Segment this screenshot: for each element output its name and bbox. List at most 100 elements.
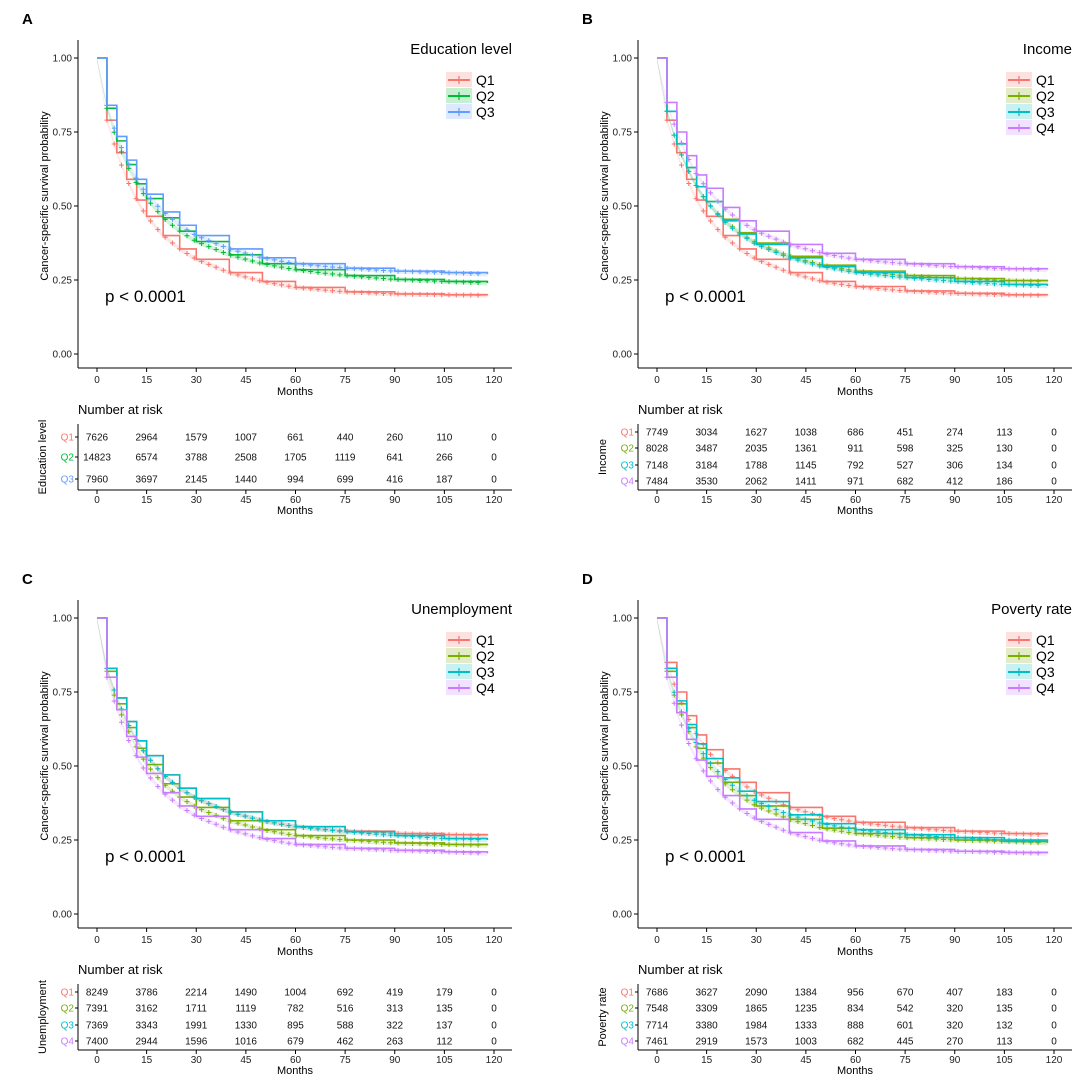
y-tick-label: 1.00 — [53, 614, 73, 625]
risk-count: 971 — [847, 477, 864, 488]
risk-count: 0 — [491, 988, 497, 999]
x-tick-label: 120 — [486, 935, 503, 946]
risk-y-axis-title: Unemployment — [37, 980, 49, 1054]
risk-count: 1007 — [235, 433, 258, 444]
risk-count: 113 — [996, 428, 1012, 439]
risk-x-axis-title: Months — [277, 505, 314, 517]
x-tick-label: 0 — [94, 935, 100, 946]
risk-count: 3162 — [136, 1004, 159, 1015]
risk-count: 1579 — [185, 433, 208, 444]
panel-label: D — [582, 571, 593, 588]
risk-count: 588 — [337, 1021, 354, 1032]
risk-x-tick-label: 120 — [1046, 1055, 1063, 1066]
legend-title: Education level — [410, 41, 512, 58]
risk-count: 1016 — [235, 1037, 258, 1048]
risk-count: 2145 — [185, 475, 208, 486]
risk-x-axis-title: Months — [277, 1065, 314, 1077]
x-tick-label: 105 — [996, 375, 1013, 386]
series-band-q1 — [97, 618, 488, 838]
series-line-q1 — [97, 57, 489, 296]
y-tick-label: 0.00 — [53, 350, 73, 361]
x-tick-label: 45 — [800, 935, 812, 946]
risk-count: 0 — [491, 453, 497, 464]
panel-label: B — [582, 11, 593, 28]
x-tick-label: 30 — [191, 935, 203, 946]
risk-count: 1119 — [235, 1004, 256, 1015]
risk-count: 792 — [847, 461, 864, 472]
risk-count: 994 — [287, 475, 304, 486]
y-tick-label: 0.25 — [613, 836, 633, 847]
risk-count: 134 — [996, 461, 1013, 472]
risk-count: 8028 — [646, 444, 669, 455]
risk-count: 1119 — [335, 453, 356, 464]
risk-count: 598 — [897, 444, 914, 455]
risk-count: 542 — [897, 1004, 914, 1015]
x-tick-label: 60 — [290, 935, 302, 946]
panel-b: B 0.00 0.25 0.50 0.75 1.00 0 15 30 45 60 75 90 105 120… — [582, 11, 1072, 517]
risk-x-tick-label: 105 — [436, 1055, 453, 1066]
risk-count: 3530 — [696, 477, 719, 488]
risk-count: 135 — [436, 1004, 453, 1015]
risk-count: 1330 — [235, 1021, 258, 1032]
risk-count: 1384 — [795, 988, 818, 999]
risk-count: 2919 — [696, 1037, 719, 1048]
risk-y-axis-title: Income — [597, 439, 609, 475]
risk-x-tick-label: 105 — [436, 495, 453, 506]
risk-x-tick-label: 30 — [191, 495, 203, 506]
risk-count: 274 — [946, 428, 963, 439]
risk-count: 0 — [1051, 461, 1057, 472]
risk-x-axis-title: Months — [837, 505, 874, 517]
legend-title: Unemployment — [411, 601, 513, 618]
risk-count: 186 — [996, 477, 1013, 488]
risk-count: 6574 — [136, 453, 159, 464]
risk-x-tick-label: 15 — [701, 1055, 713, 1066]
risk-count: 266 — [436, 453, 453, 464]
risk-count: 7686 — [646, 988, 669, 999]
risk-count: 679 — [287, 1037, 304, 1048]
x-tick-label: 105 — [436, 375, 453, 386]
risk-x-tick-label: 90 — [389, 495, 401, 506]
risk-count: 1490 — [235, 988, 258, 999]
y-tick-label: 0.75 — [53, 688, 73, 699]
risk-count: 7148 — [646, 461, 669, 472]
legend-label-q1: Q1 — [476, 632, 495, 648]
x-tick-label: 15 — [141, 375, 153, 386]
risk-row-label: Q3 — [61, 475, 75, 486]
risk-row-label: Q3 — [61, 1021, 75, 1032]
legend-label-q3: Q3 — [476, 664, 495, 680]
legend-label-q2: Q2 — [1036, 648, 1055, 664]
risk-count: 1984 — [745, 1021, 768, 1032]
risk-count: 7548 — [646, 1004, 669, 1015]
series-band-q1 — [657, 618, 1048, 838]
series-line-q2 — [657, 57, 1049, 282]
risk-row-label: Q1 — [621, 988, 635, 999]
risk-count: 0 — [491, 1021, 497, 1032]
censor-marks-q4 — [664, 99, 1041, 272]
series-band-q4 — [657, 58, 1048, 273]
risk-count: 135 — [996, 1004, 1013, 1015]
risk-count: 1361 — [795, 444, 818, 455]
series-line-q2 — [97, 57, 489, 283]
risk-count: 641 — [386, 453, 403, 464]
risk-count: 699 — [337, 475, 354, 486]
risk-count: 3697 — [136, 475, 159, 486]
y-tick-label: 0.75 — [53, 128, 73, 139]
series-line-q3 — [657, 617, 1049, 842]
series-line-q1 — [657, 617, 1049, 835]
y-tick-label: 0.50 — [53, 762, 73, 773]
risk-count: 1440 — [235, 475, 258, 486]
risk-count: 1596 — [185, 1037, 208, 1048]
risk-x-tick-label: 60 — [850, 495, 862, 506]
y-tick-label: 0.00 — [53, 910, 73, 921]
legend-label-q1: Q1 — [476, 72, 495, 88]
risk-count: 7626 — [86, 433, 109, 444]
censor-marks-q4 — [664, 674, 1041, 856]
series-line-q4 — [97, 617, 489, 854]
panel-label: C — [22, 571, 33, 588]
risk-count: 3184 — [696, 461, 719, 472]
risk-count: 888 — [847, 1021, 864, 1032]
y-tick-label: 0.00 — [613, 350, 633, 361]
risk-count: 1705 — [284, 453, 307, 464]
